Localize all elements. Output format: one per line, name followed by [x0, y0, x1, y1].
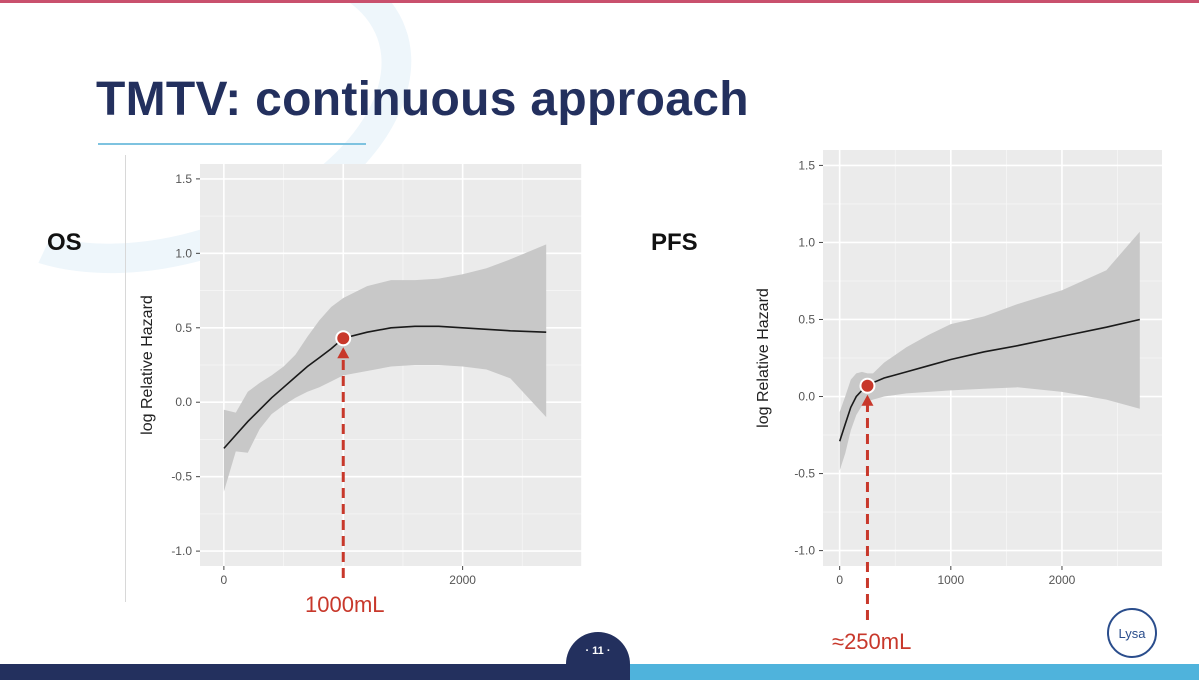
y-tick-label: 0.0	[175, 395, 192, 409]
x-tick-label: 0	[836, 573, 843, 587]
top-accent-line	[0, 0, 1199, 3]
threshold-point	[335, 330, 352, 347]
footer-dark-band	[0, 664, 610, 680]
footer-light-band	[600, 664, 1199, 680]
slide-title: TMTV: continuous approach	[96, 73, 749, 126]
hazard-curve	[223, 325, 547, 449]
x-tick-label: 0	[221, 573, 228, 587]
y-tick-label: -1.0	[171, 544, 192, 558]
y-tick-label: 1.0	[798, 235, 815, 249]
page-number-tab	[566, 632, 630, 680]
x-tick-label: 2000	[1049, 573, 1076, 587]
threshold-arrowhead	[337, 347, 350, 359]
y-tick-label: -0.5	[794, 467, 815, 481]
page-number: · 11 ·	[585, 645, 611, 657]
os-chart: -1.0 -0.5 0.0 0.5 1.0 1.5 0 2000 log Relative Ha…	[139, 164, 583, 587]
pfs-panel-label: PFS	[651, 229, 698, 256]
threshold-arrowhead	[861, 394, 874, 406]
y-axis-label: log Relative Hazard	[139, 295, 156, 435]
pfs-chart: -1.0 -0.5 0.0 0.5 1.0 1.5 0 1000 2000 log Relativ…	[755, 150, 1162, 620]
os-panel-label: OS	[47, 229, 82, 256]
pfs-threshold-annotation: ≈250mL	[832, 629, 912, 654]
y-tick-label: 0.5	[175, 321, 192, 335]
y-tick-label: 1.5	[175, 172, 192, 186]
y-tick-label: -0.5	[171, 470, 192, 484]
vertical-separator	[125, 155, 126, 602]
x-tick-label: 1000	[937, 573, 964, 587]
y-tick-label: 0.0	[798, 390, 815, 404]
hazard-curve	[838, 318, 1140, 442]
title-underline	[98, 143, 366, 145]
os-threshold-annotation: 1000mL	[305, 592, 385, 617]
threshold-point	[859, 377, 876, 394]
y-tick-label: 0.5	[798, 312, 815, 326]
y-tick-label: 1.0	[175, 246, 192, 260]
x-tick-label: 2000	[449, 573, 476, 587]
y-tick-label: -1.0	[794, 544, 815, 558]
y-tick-label: 1.5	[798, 158, 815, 172]
confidence-ribbon	[223, 244, 547, 492]
lysa-logo: Lysa	[1107, 608, 1157, 658]
y-axis-label: log Relative Hazard	[755, 288, 772, 428]
